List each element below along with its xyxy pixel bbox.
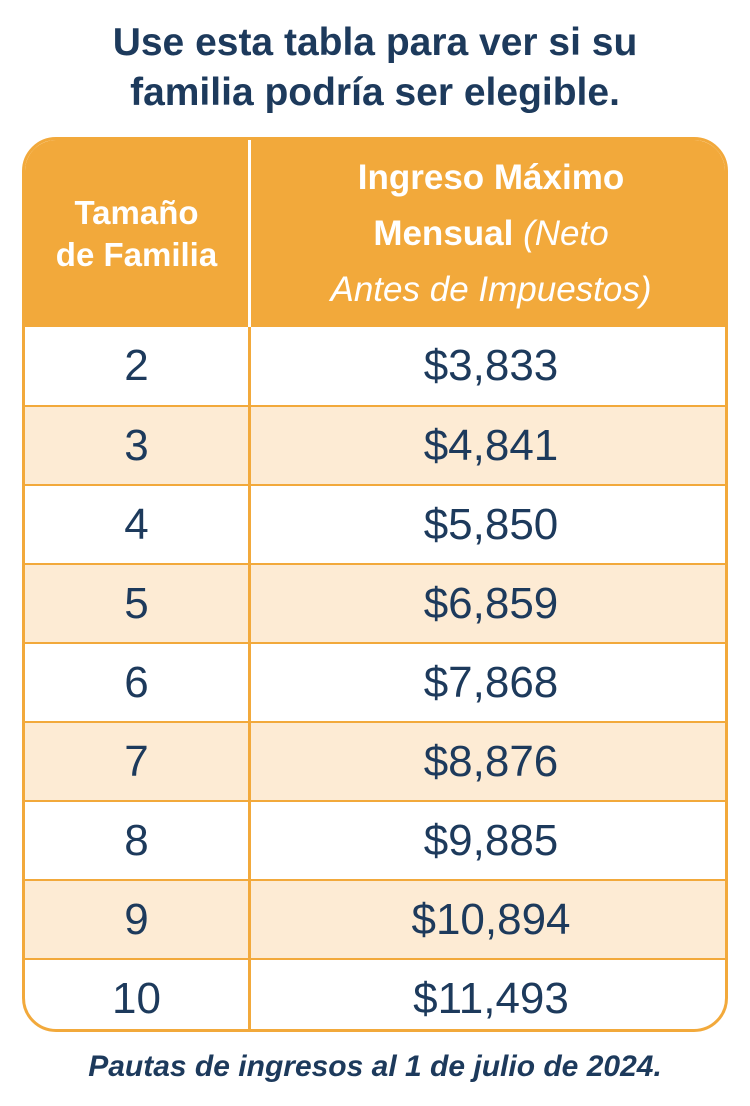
- cell-family-size: 2: [25, 327, 251, 405]
- cell-max-income: $11,493: [413, 974, 569, 1023]
- table-header: Tamaño de Familia Ingreso Máximo Mensual…: [25, 140, 725, 327]
- page-title: Use esta tabla para ver si su familia po…: [0, 18, 750, 118]
- income-table: Tamaño de Familia Ingreso Máximo Mensual…: [22, 137, 728, 1032]
- cell-max-income: $4,841: [423, 420, 559, 470]
- cell-max-income: $8,876: [423, 736, 559, 786]
- table-row: 6 $7,868: [25, 642, 725, 721]
- table-row: 2 $3,833: [25, 327, 725, 405]
- header-family-size: Tamaño de Familia: [25, 140, 251, 327]
- header-size-line-2: de Familia: [55, 235, 218, 273]
- title-line-1: Use esta tabla para ver si su: [112, 21, 638, 64]
- header-size-line-1: Tamaño: [74, 193, 199, 231]
- table-row: 4 $5,850: [25, 484, 725, 563]
- cell-family-size: 8: [25, 802, 251, 879]
- cell-max-income: $3,833: [423, 341, 559, 390]
- table-row: 7 $8,876: [25, 721, 725, 800]
- cell-max-income: $7,868: [423, 657, 559, 707]
- table-row: 8 $9,885: [25, 800, 725, 879]
- title-line-2: familia podría ser elegible.: [130, 71, 620, 114]
- table-body: 2 $3,833 3 $4,841 4 $5,850 5 $6,859 6 $7…: [25, 327, 725, 1029]
- table-row: 10 $11,493: [25, 958, 725, 1029]
- cell-family-size: 6: [25, 644, 251, 721]
- cell-family-size: 3: [25, 407, 251, 484]
- cell-family-size: 9: [25, 881, 251, 958]
- header-income-mensual: Mensual: [373, 213, 514, 253]
- header-max-income: Ingreso Máximo Mensual (Neto Antes de Im…: [251, 140, 725, 327]
- cell-family-size: 10: [25, 960, 251, 1029]
- cell-max-income: $5,850: [423, 499, 559, 549]
- cell-family-size: 7: [25, 723, 251, 800]
- cell-max-income: $10,894: [411, 894, 571, 944]
- cell-family-size: 5: [25, 565, 251, 642]
- footnote: Pautas de ingresos al 1 de julio de 2024…: [88, 1050, 662, 1083]
- cell-family-size: 4: [25, 486, 251, 563]
- header-income-line-2: Mensual (Neto: [373, 206, 608, 262]
- header-income-neto: (Neto: [523, 213, 609, 253]
- cell-max-income: $6,859: [423, 578, 559, 628]
- cell-max-income: $9,885: [423, 815, 559, 865]
- table-row: 9 $10,894: [25, 879, 725, 958]
- header-income-line-3: Antes de Impuestos): [330, 269, 652, 309]
- table-row: 5 $6,859: [25, 563, 725, 642]
- table-row: 3 $4,841: [25, 405, 725, 484]
- header-income-line-1: Ingreso Máximo: [357, 157, 625, 197]
